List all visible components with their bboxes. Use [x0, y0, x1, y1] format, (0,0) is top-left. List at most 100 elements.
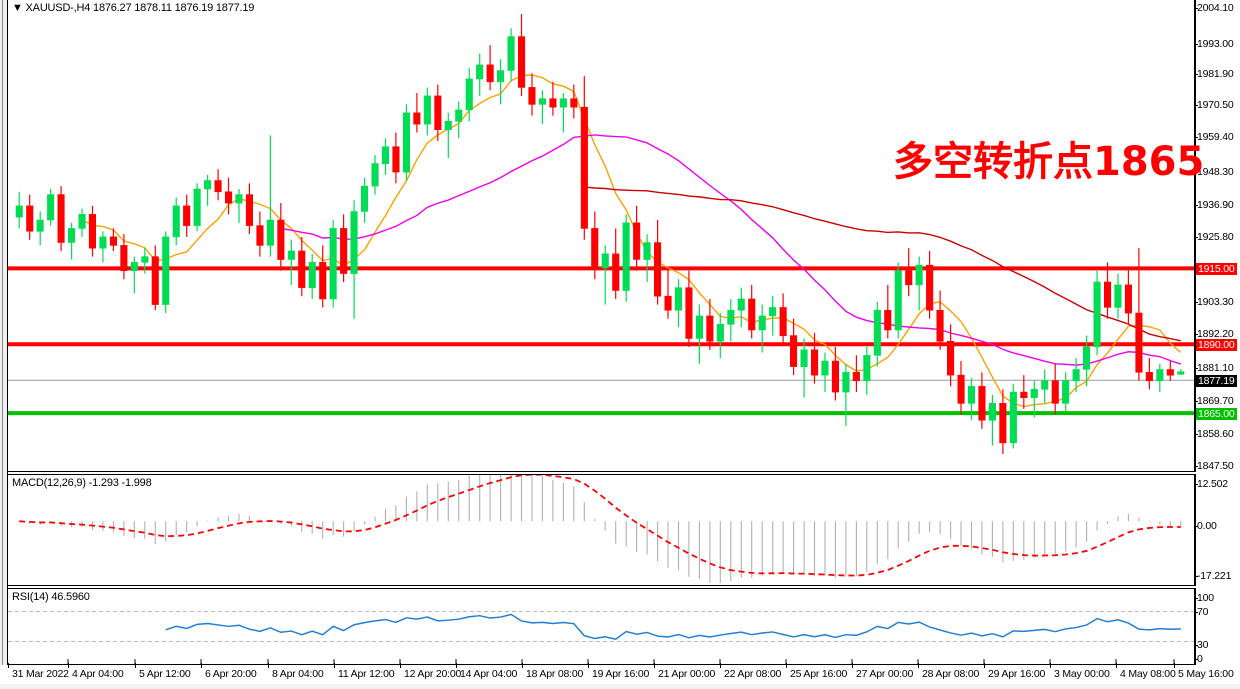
candle: [360, 177, 369, 223]
price-axis-tick: 2004.10: [1195, 2, 1234, 14]
candle: [591, 211, 599, 280]
candle: [88, 205, 96, 257]
candle: [664, 267, 672, 319]
macd-pane-label: MACD(12,26,9) -1.293 -1.998: [12, 477, 152, 489]
candle: [528, 73, 536, 116]
candle: [999, 389, 1007, 455]
candle: [580, 76, 588, 240]
candle: [967, 377, 976, 421]
rsi-pane[interactable]: RSI(14) 46.5960: [8, 588, 1194, 665]
candle: [266, 135, 274, 257]
price-axis-badge: 1877.19: [1196, 375, 1237, 387]
time-axis-tick: 8 Apr 04:00: [268, 663, 324, 680]
candle: [340, 214, 348, 283]
candle: [737, 287, 745, 328]
rsi-axis-tick: 70: [1194, 606, 1209, 618]
candle: [308, 253, 316, 299]
candle: [1041, 369, 1049, 404]
time-axis-tick: 28 Apr 08:00: [917, 663, 980, 680]
price-axis-tick: 1881.10: [1195, 362, 1234, 374]
candle: [779, 293, 787, 345]
candle: [842, 363, 850, 426]
candle: [465, 67, 473, 122]
time-axis-tick: 5 May 16:00: [1174, 663, 1234, 680]
candle: [67, 222, 76, 260]
candle: [183, 194, 191, 237]
candle: [392, 132, 400, 184]
candle: [570, 84, 578, 119]
candle: [978, 372, 986, 429]
candle: [476, 53, 484, 96]
candle: [225, 177, 233, 215]
price-axis-tick: 1959.40: [1195, 131, 1234, 143]
candle: [884, 284, 892, 339]
candle: [36, 211, 44, 246]
time-axis-tick: 19 Apr 16:00: [587, 663, 650, 680]
candle: [789, 318, 798, 376]
candle: [47, 188, 55, 226]
price-axis[interactable]: 2004.10 1993.00 1981.90 1970.50 1959.40 1948.…: [1194, 0, 1240, 472]
candle: [162, 231, 170, 314]
candle: [120, 234, 128, 280]
macd-chart-canvas: [19, 475, 1182, 584]
candle: [622, 214, 630, 302]
candle: [852, 355, 860, 393]
candle: [109, 228, 117, 251]
candle: [319, 245, 327, 308]
price-axis-badge: 1865.00: [1196, 408, 1237, 420]
candle: [371, 155, 379, 195]
time-axis-tick: 27 Apr 00:00: [851, 663, 914, 680]
price-axis-tick: 1847.50: [1195, 460, 1234, 472]
time-axis-tick: 11 Apr 12:00: [333, 663, 395, 680]
candle: [633, 205, 641, 271]
time-axis-tick: 22 Apr 08:00: [719, 663, 782, 680]
chart-annotation-text: 多空转折点1865: [893, 139, 1205, 185]
rsi-axis-tick: 30: [1194, 639, 1209, 651]
candle: [988, 394, 997, 446]
candle: [946, 324, 955, 387]
price-axis-tick: 1970.50: [1195, 99, 1234, 111]
candle: [1093, 270, 1101, 356]
candle: [653, 220, 662, 305]
candle: [601, 245, 609, 305]
candle: [350, 200, 358, 319]
candle: [151, 245, 159, 311]
candle: [800, 338, 808, 398]
rsi-axis[interactable]: 100 70 30 0: [1194, 588, 1240, 665]
candle: [758, 304, 766, 353]
candle: [873, 301, 881, 367]
time-axis-tick: 6 Apr 20:00: [201, 663, 257, 680]
candle: [643, 234, 651, 283]
left-scrollbar[interactable]: [0, 0, 8, 665]
candle: [1145, 358, 1153, 390]
price-axis-tick: 1892.20: [1195, 328, 1234, 340]
candle: [402, 104, 411, 181]
candle: [538, 90, 547, 125]
candle: [1166, 361, 1174, 381]
rsi-axis-tick: 100: [1195, 592, 1214, 604]
time-axis-tick: 4 May 08:00: [1116, 663, 1176, 680]
time-axis-tick: 14 Apr 04:00: [455, 663, 518, 680]
candle: [287, 239, 295, 285]
candle: [413, 93, 421, 133]
price-pane[interactable]: ▼ XAUUSD-,H4 1876.27 1878.11 1876.19 187…: [8, 0, 1194, 472]
candle: [130, 256, 138, 294]
candle: [1009, 383, 1017, 449]
price-axis-badge: 1915.00: [1196, 263, 1237, 275]
rsi-chart-canvas: [8, 611, 1194, 664]
candle: [434, 84, 442, 142]
macd-axis[interactable]: 12.502 0.00 -17.221: [1194, 474, 1240, 586]
candle: [26, 194, 34, 240]
time-axis-tick: 3 May 00:00: [1050, 663, 1110, 680]
candle: [57, 186, 65, 251]
candle: [1083, 335, 1091, 387]
macd-pane[interactable]: MACD(12,26,9) -1.293 -1.998: [8, 474, 1194, 586]
price-axis-badge: 1890.00: [1196, 339, 1237, 351]
price-axis-tick: 1869.70: [1195, 395, 1234, 407]
candle: [277, 203, 285, 271]
rsi-axis-tick: 0: [1195, 653, 1203, 665]
price-axis-tick: 1903.30: [1195, 296, 1234, 308]
price-axis-tick: 1993.00: [1195, 38, 1234, 50]
candle: [78, 208, 86, 237]
price-axis-tick: 1981.90: [1195, 68, 1234, 80]
